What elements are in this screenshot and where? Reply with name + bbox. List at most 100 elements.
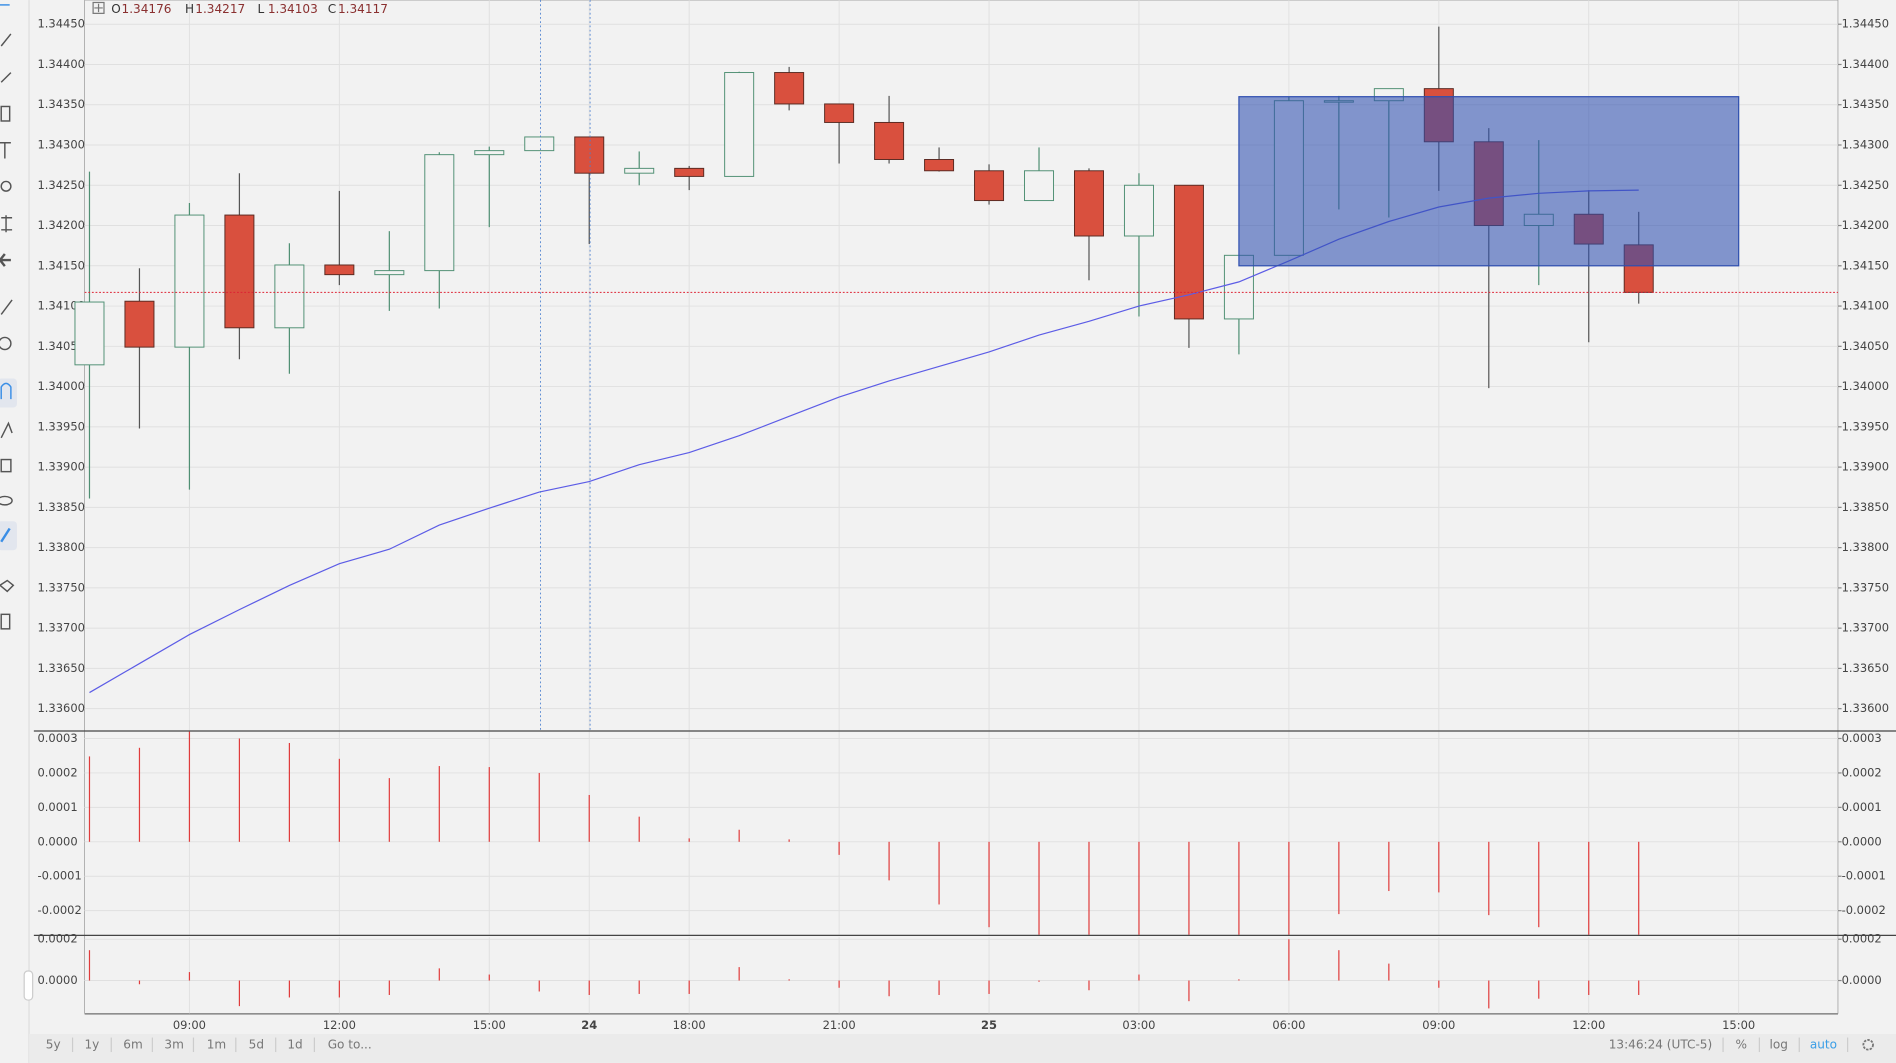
candle-body <box>324 264 355 276</box>
candle-body <box>774 72 805 105</box>
x-tick-label: 12:00 <box>1572 1018 1605 1032</box>
legend-value: 1.34217 <box>195 2 245 16</box>
y-tick-label: 1.33600 <box>1842 701 1889 715</box>
tool-highlight <box>0 378 17 408</box>
y-tick-label: 1.34000 <box>37 379 84 393</box>
y-tick-label: 0.0001 <box>37 800 77 814</box>
x-tick-label: 18:00 <box>673 1018 706 1032</box>
y-tick-label: 1.34050 <box>1842 339 1889 353</box>
tool-icon[interactable] <box>0 613 11 630</box>
candle-body <box>574 136 605 174</box>
y-tick-label: 1.34450 <box>1842 17 1889 31</box>
clock: 13:46:24 (UTC-5) <box>1609 1037 1713 1051</box>
tool-icon[interactable] <box>1 215 13 233</box>
legend-label: L <box>258 2 265 16</box>
x-tick-label: 09:00 <box>1422 1018 1455 1032</box>
x-tick-label: 15:00 <box>1722 1018 1755 1032</box>
settings-button[interactable] <box>1862 1039 1874 1051</box>
rectangle-drawing <box>1238 96 1740 267</box>
tool-icon[interactable] <box>0 579 15 593</box>
y-tick-label: 1.34250 <box>37 178 84 192</box>
range-button[interactable]: 5d <box>249 1037 264 1051</box>
y-tick-label: 1.34450 <box>37 17 84 31</box>
tool-icon[interactable] <box>0 458 12 473</box>
y-tick-label: 0.0002 <box>1842 932 1882 946</box>
y-tick-label: 0.0000 <box>1842 973 1882 987</box>
legend-icon[interactable] <box>92 1 105 14</box>
y-tick-label: 1.33950 <box>1842 419 1889 433</box>
candle-body <box>524 136 555 152</box>
candle-body <box>874 121 905 160</box>
panel-toggle[interactable] <box>23 970 34 1001</box>
tool-icon[interactable] <box>0 421 13 439</box>
x-tick-label: 24 <box>581 1018 597 1032</box>
tool-icon[interactable] <box>0 180 12 192</box>
y-tick-label: 1.34200 <box>1842 218 1889 232</box>
y-tick-label: 1.34150 <box>1842 258 1889 272</box>
y-tick-label: 1.33600 <box>37 701 84 715</box>
auto-toggle[interactable]: auto <box>1810 1037 1837 1051</box>
y-tick-label: 1.34400 <box>1842 57 1889 71</box>
tool-icon[interactable] <box>0 495 13 506</box>
tool-highlight <box>0 521 17 551</box>
tool-icon[interactable] <box>0 72 12 83</box>
y-tick-label: 1.34150 <box>37 258 84 272</box>
y-tick-label: 0.0002 <box>37 765 77 779</box>
y-tick-label: -0.0002 <box>1842 903 1886 917</box>
x-tick-label: 06:00 <box>1272 1018 1305 1032</box>
y-tick-label: 1.33650 <box>1842 661 1889 675</box>
y-tick-label: 1.34250 <box>1842 178 1889 192</box>
candle-body <box>374 270 405 276</box>
tool-icon[interactable] <box>0 527 11 543</box>
y-tick-label: 1.33650 <box>37 661 84 675</box>
candle-body <box>974 170 1005 202</box>
candle-body <box>1123 184 1154 237</box>
goto-button[interactable]: Go to... <box>328 1037 372 1051</box>
range-button[interactable]: 3m <box>164 1037 183 1051</box>
y-tick-label: 1.34400 <box>37 57 84 71</box>
range-button[interactable]: 1m <box>207 1037 226 1051</box>
range-button[interactable]: 1y <box>84 1037 99 1051</box>
candle-body <box>124 300 155 348</box>
candle-body <box>474 150 505 156</box>
candle-body <box>424 154 455 272</box>
y-tick-label: 1.33900 <box>1842 460 1889 474</box>
candle-body <box>1073 170 1104 237</box>
tool-icon[interactable] <box>0 336 12 351</box>
candle-body <box>924 159 955 172</box>
y-tick-label: 1.34000 <box>1842 379 1889 393</box>
y-tick-label: 1.33700 <box>1842 621 1889 635</box>
y-tick-label: 0.0001 <box>1842 800 1882 814</box>
bottom-toolbar <box>29 1033 1896 1063</box>
range-button[interactable]: 1d <box>287 1037 302 1051</box>
y-tick-label: 1.34200 <box>37 218 84 232</box>
tool-icon[interactable] <box>0 33 12 47</box>
y-tick-label: 1.33850 <box>37 500 84 514</box>
tool-icon[interactable] <box>0 382 12 400</box>
legend-icon <box>94 3 103 13</box>
x-tick-label: 09:00 <box>173 1018 206 1032</box>
percent-toggle[interactable]: % <box>1735 1037 1746 1051</box>
y-tick-label: -0.0001 <box>37 869 81 883</box>
y-tick-label: 1.33800 <box>1842 540 1889 554</box>
range-button[interactable]: 6m <box>123 1037 142 1051</box>
tool-icon[interactable] <box>0 105 11 122</box>
legend-label: H <box>185 2 194 16</box>
x-tick-label: 15:00 <box>473 1018 506 1032</box>
candle-body <box>224 214 255 329</box>
y-tick-label: 1.33750 <box>1842 580 1889 594</box>
legend-value: 1.34176 <box>122 2 172 16</box>
y-tick-label: 0.0002 <box>1842 765 1882 779</box>
tool-icon[interactable] <box>0 142 11 159</box>
legend <box>92 1 105 14</box>
y-tick-label: 1.33900 <box>37 460 84 474</box>
tool-icon[interactable] <box>0 253 11 267</box>
y-tick-label: 1.33800 <box>37 540 84 554</box>
range-button[interactable]: 5y <box>46 1037 61 1051</box>
y-tick-label: 1.34100 <box>1842 299 1889 313</box>
tool-icon[interactable] <box>0 299 13 315</box>
log-toggle[interactable]: log <box>1769 1037 1787 1051</box>
y-tick-label: 0.0003 <box>37 731 77 745</box>
candle-body <box>1173 184 1204 320</box>
